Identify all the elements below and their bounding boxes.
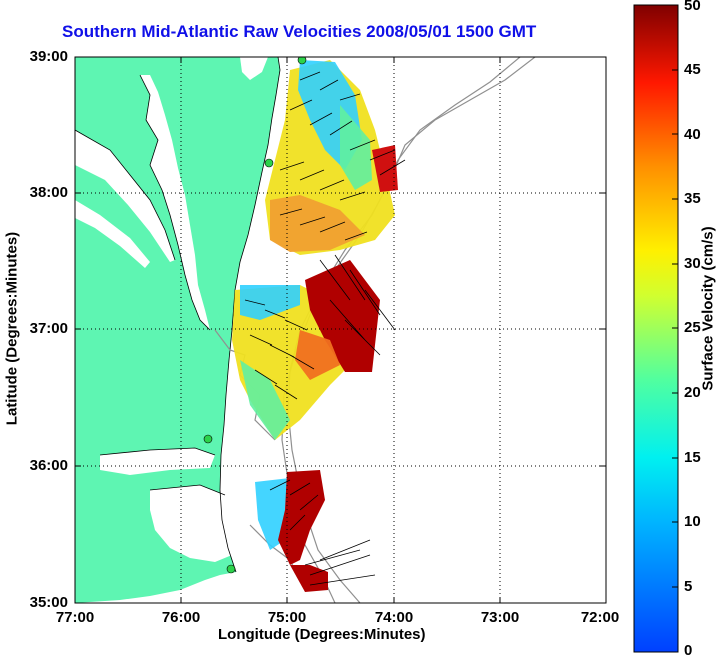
colorbar-tick: 30 (684, 255, 701, 272)
station-marker (203, 434, 213, 444)
colorbar-tick: 20 (684, 384, 701, 401)
colorbar-tick: 25 (684, 319, 701, 336)
y-axis-label: Latitude (Degrees:Minutes) (3, 231, 21, 426)
station-marker (264, 158, 274, 168)
colorbar-tick: 10 (684, 513, 701, 530)
delaware-bay (240, 57, 268, 80)
x-tick: 77:00 (55, 609, 95, 626)
colorbar-tick: 45 (684, 61, 701, 78)
y-tick: 35:00 (29, 594, 68, 611)
colorbar-tick: 40 (684, 126, 701, 143)
velocity-patch-middle-cyan (240, 285, 300, 320)
axis-ticks (75, 57, 606, 603)
map-title: Southern Mid-Atlantic Raw Velocities 200… (62, 22, 537, 41)
x-tick: 72:00 (580, 609, 620, 626)
x-tick: 76:00 (161, 609, 201, 626)
y-tick: 39:00 (29, 48, 68, 65)
velocity-patch-south-red (278, 470, 325, 565)
station-marker (297, 57, 307, 65)
potomac-river (75, 200, 150, 268)
colorbar-tick: 50 (684, 0, 701, 14)
albemarle-sound (100, 448, 215, 475)
velocity-field (232, 60, 398, 592)
y-tick: 37:00 (29, 320, 68, 337)
velocity-patch-middle-orange (295, 330, 340, 380)
y-tick: 38:00 (29, 184, 68, 201)
y-tick: 36:00 (29, 457, 68, 474)
velocity-arrows (244, 71, 406, 586)
x-tick: 75:00 (267, 609, 307, 626)
velocity-patch-middle-green (240, 360, 290, 440)
x-axis-label: Longitude (Degrees:Minutes) (218, 626, 426, 643)
bay-inlet (75, 130, 175, 262)
colorbar-tick: 15 (684, 449, 701, 466)
x-tick: 74:00 (374, 609, 414, 626)
pamlico-sound (150, 485, 232, 562)
colorbar-tick: 5 (684, 578, 693, 595)
colorbar (633, 4, 679, 653)
colorbar-label: Surface Velocity (cm/s) (699, 226, 717, 391)
x-tick: 73:00 (480, 609, 520, 626)
plot-frame (74, 56, 607, 604)
station-marker (226, 564, 236, 574)
grid (75, 57, 606, 603)
colorbar-ticks (672, 69, 678, 588)
velocity-patch-north-orange (270, 195, 365, 252)
velocity-patch-middle-red (305, 260, 380, 372)
radar-stations (203, 57, 307, 574)
colorbar-tick: 35 (684, 190, 701, 207)
colorbar-tick: 0 (684, 642, 693, 659)
